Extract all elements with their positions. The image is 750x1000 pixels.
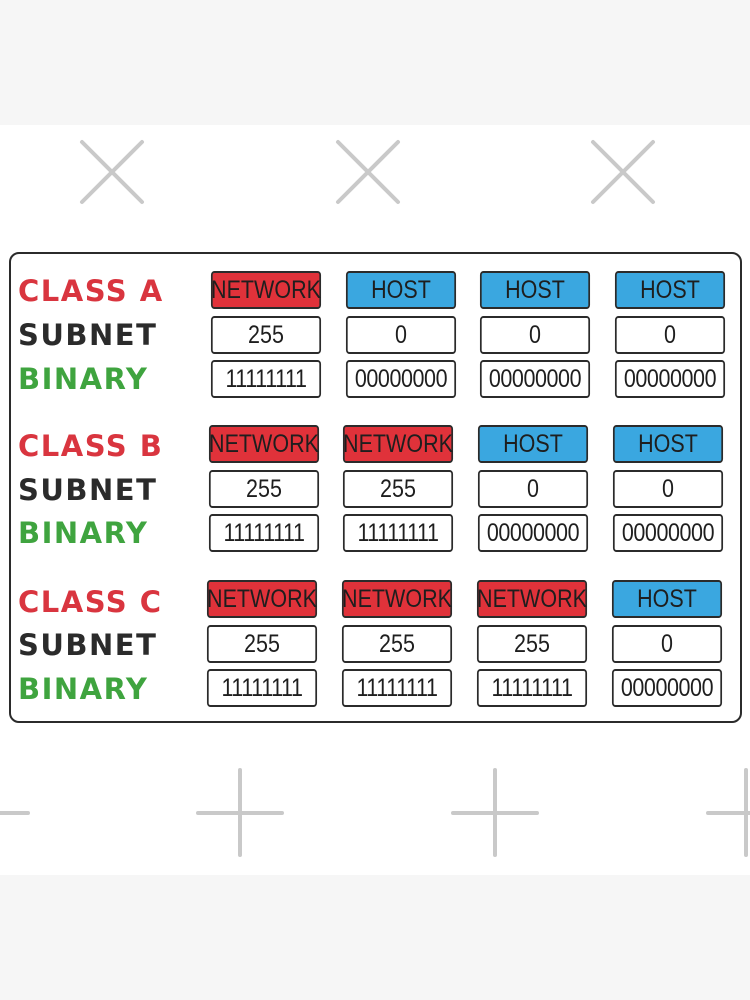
class-c-subnet-octet-4: 0 bbox=[611, 625, 723, 663]
class-b-binary-octet-3: 00000000 bbox=[477, 514, 589, 552]
class-a-octet-4-type: HOST bbox=[614, 271, 726, 309]
class-c-octet-4-type: HOST bbox=[611, 580, 723, 618]
class-c-subnet-octet-2: 255 bbox=[341, 625, 453, 663]
class-a-label: CLASS A bbox=[18, 274, 164, 308]
watermark-plus-2 bbox=[451, 768, 539, 857]
watermark-plus-3 bbox=[706, 768, 750, 857]
class-c-subnet-octet-3: 255 bbox=[476, 625, 588, 663]
class-b-binary-label: BINARY bbox=[18, 516, 149, 550]
watermark-x-3 bbox=[591, 140, 655, 204]
class-c-octet-3-type: NETWORK bbox=[476, 580, 588, 618]
class-b-octet-4-type: HOST bbox=[612, 425, 724, 463]
class-a-binary-octet-4: 00000000 bbox=[614, 360, 726, 398]
class-a-octet-1-type: NETWORK bbox=[210, 271, 322, 309]
watermark-plus-1 bbox=[196, 768, 284, 857]
class-c-binary-octet-4: 00000000 bbox=[611, 669, 723, 707]
class-c-subnet-label: SUBNET bbox=[18, 628, 158, 662]
class-b-binary-octet-2: 11111111 bbox=[342, 514, 454, 552]
class-b-label: CLASS B bbox=[18, 429, 164, 463]
class-a-subnet-octet-1: 255 bbox=[210, 316, 322, 354]
class-c-subnet-octet-1: 255 bbox=[206, 625, 318, 663]
class-b-binary-octet-1: 11111111 bbox=[208, 514, 320, 552]
class-a-subnet-label: SUBNET bbox=[18, 318, 158, 352]
class-c-binary-octet-3: 11111111 bbox=[476, 669, 588, 707]
class-b-octet-2-type: NETWORK bbox=[342, 425, 454, 463]
class-b-subnet-label: SUBNET bbox=[18, 473, 158, 507]
class-a-octet-2-type: HOST bbox=[345, 271, 457, 309]
class-a-binary-label: BINARY bbox=[18, 362, 149, 396]
class-b-subnet-octet-1: 255 bbox=[208, 470, 320, 508]
class-c-octet-1-type: NETWORK bbox=[206, 580, 318, 618]
class-c-octet-2-type: NETWORK bbox=[341, 580, 453, 618]
class-c-binary-octet-2: 11111111 bbox=[341, 669, 453, 707]
watermark-x-2 bbox=[336, 140, 400, 204]
class-b-subnet-octet-2: 255 bbox=[342, 470, 454, 508]
class-a-binary-octet-1: 11111111 bbox=[210, 360, 322, 398]
class-a-subnet-octet-3: 0 bbox=[479, 316, 591, 354]
class-b-octet-3-type: HOST bbox=[477, 425, 589, 463]
class-c-binary-octet-1: 11111111 bbox=[206, 669, 318, 707]
class-a-subnet-octet-2: 0 bbox=[345, 316, 457, 354]
class-a-binary-octet-2: 00000000 bbox=[345, 360, 457, 398]
watermark-pattern bbox=[0, 140, 750, 857]
class-a-subnet-octet-4: 0 bbox=[614, 316, 726, 354]
class-a-binary-octet-3: 00000000 bbox=[479, 360, 591, 398]
class-c-label: CLASS C bbox=[18, 585, 163, 619]
class-b-subnet-octet-3: 0 bbox=[477, 470, 589, 508]
watermark-x-1 bbox=[80, 140, 144, 204]
class-a-octet-3-type: HOST bbox=[479, 271, 591, 309]
class-c-binary-label: BINARY bbox=[18, 672, 149, 706]
class-b-octet-1-type: NETWORK bbox=[208, 425, 320, 463]
class-b-subnet-octet-4: 0 bbox=[612, 470, 724, 508]
class-b-binary-octet-4: 00000000 bbox=[612, 514, 724, 552]
